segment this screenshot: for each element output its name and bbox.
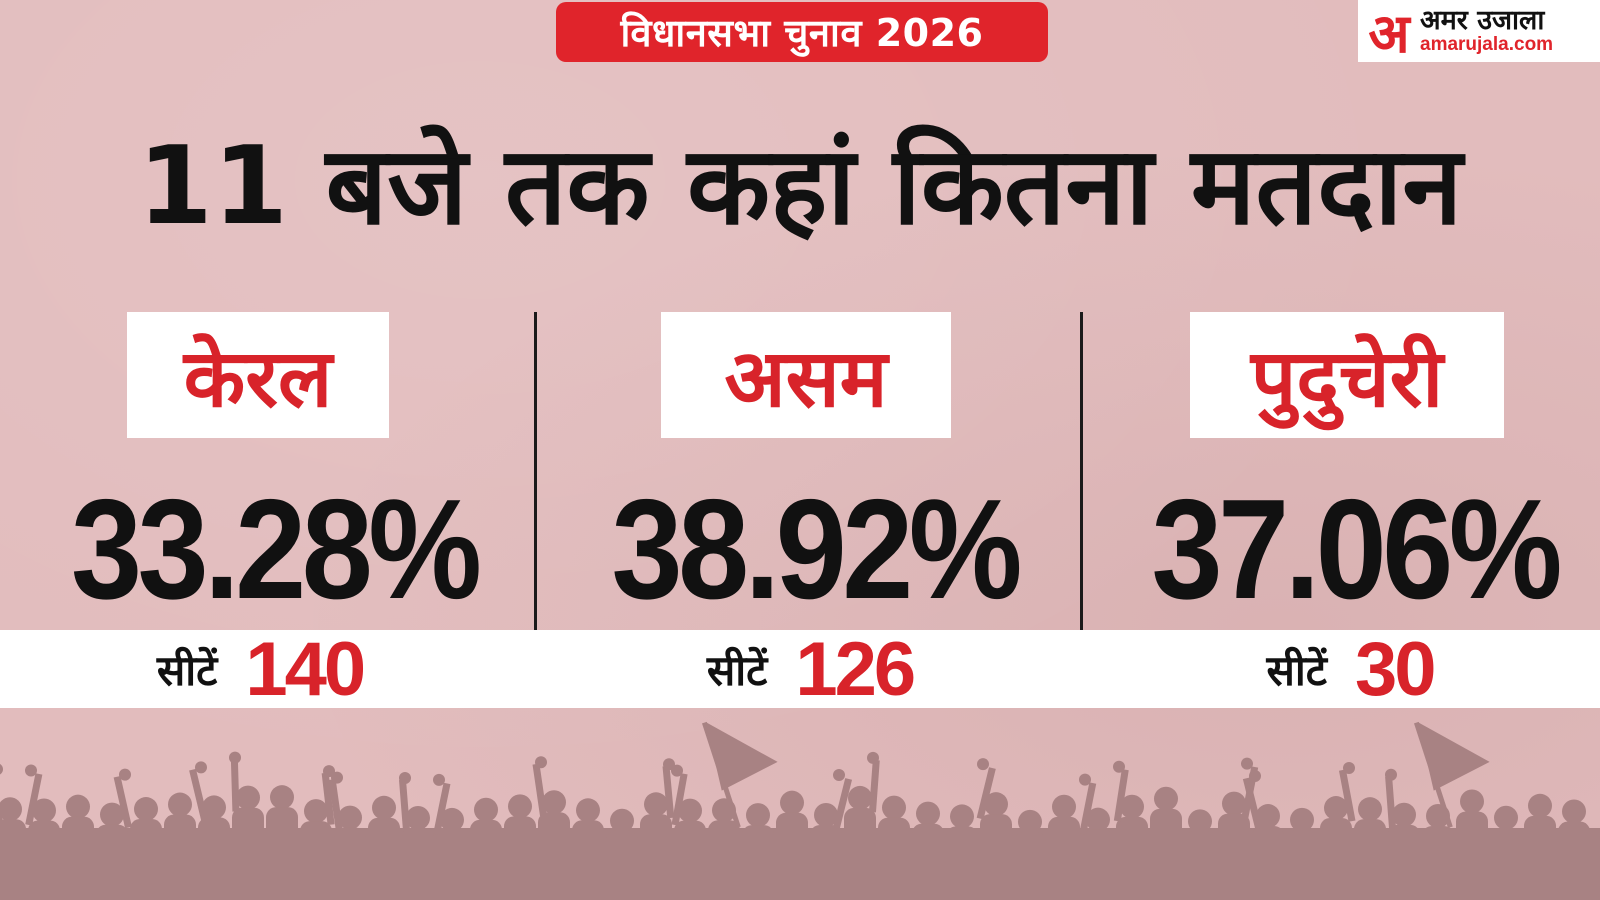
state-name-puducherry: पुदुचेरी [1190, 312, 1504, 438]
seats-label: सीटें [706, 645, 768, 695]
column-divider [1080, 312, 1083, 630]
seats-count-kerala: 140 [245, 626, 366, 712]
headline: 11 बजे तक कहां कितना मतदान [137, 124, 1463, 249]
logo-hindi: अमर उजाला [1420, 4, 1545, 36]
seats-count-assam: 126 [795, 626, 916, 712]
seats-label: सीटें [1266, 645, 1327, 695]
seats-band [0, 630, 1600, 708]
seats-kerala: सीटें 140 [80, 627, 440, 712]
amarujala-logo[interactable]: अ अमर उजाला amarujala.com [1358, 0, 1600, 65]
turnout-assam: 38.92% [611, 470, 1023, 629]
column-divider [534, 312, 537, 630]
turnout-kerala: 33.28% [71, 470, 482, 629]
crowd-silhouette-icon [0, 721, 1600, 900]
logo-text: अमर उजाला amarujala.com [1420, 4, 1554, 56]
logo-mark-icon: अ [1368, 1, 1410, 65]
state-name-kerala: केरल [127, 312, 389, 438]
seats-label: सीटें [156, 645, 218, 695]
turnout-puducherry: 37.06% [1151, 470, 1563, 629]
seats-assam: सीटें 126 [630, 627, 990, 712]
seats-count-puducherry: 30 [1354, 626, 1437, 712]
seats-puducherry: सीटें 30 [1170, 627, 1530, 712]
state-name-assam: असम [661, 312, 951, 438]
election-tag: विधानसभा चुनाव 2026 [556, 2, 1048, 62]
logo-english: amarujala.com [1420, 34, 1554, 56]
